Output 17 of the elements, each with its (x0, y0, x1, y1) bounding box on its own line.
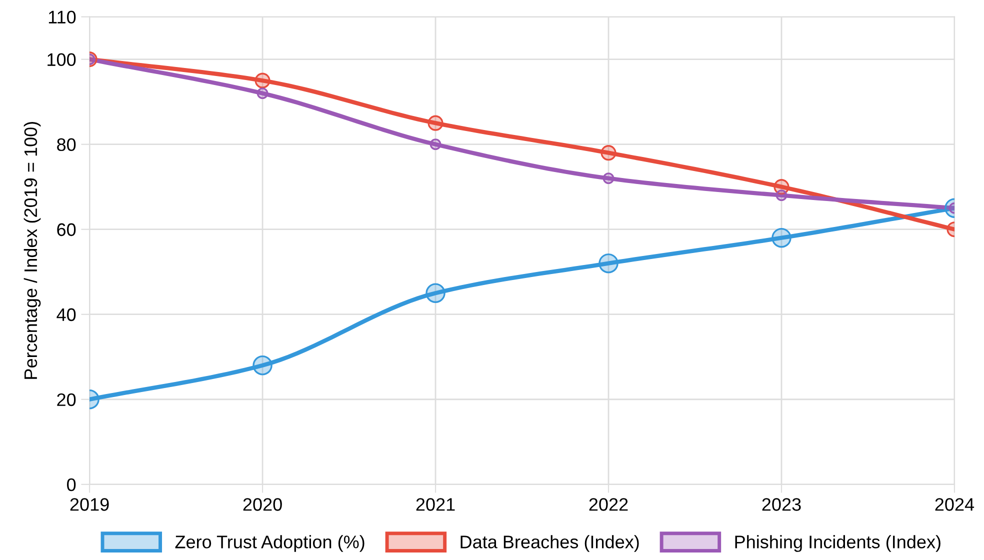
y-tick-label: 110 (48, 10, 76, 24)
x-tick-label: 2020 (243, 498, 282, 511)
x-tick-label: 2023 (762, 498, 801, 511)
y-axis-title: Percentage / Index (2019 = 100) (24, 122, 41, 379)
x-tick-label: 2019 (70, 498, 109, 511)
y-tick-label: 100 (48, 53, 76, 66)
legend-label: Phishing Incidents (Index) (735, 535, 940, 552)
y-tick-label: 60 (57, 223, 76, 236)
x-tick-label: 2024 (935, 498, 974, 511)
x-tick-label: 2021 (416, 498, 455, 511)
x-tick-label: 2022 (589, 498, 628, 511)
legend-label: Zero Trust Adoption (%) (175, 535, 364, 552)
y-tick-label: 20 (57, 393, 76, 406)
y-tick-label: 80 (57, 138, 76, 152)
legend-label: Data Breaches (Index) (460, 535, 639, 552)
y-tick-label: 40 (56, 308, 76, 322)
y-tick-label: 0 (67, 478, 76, 492)
